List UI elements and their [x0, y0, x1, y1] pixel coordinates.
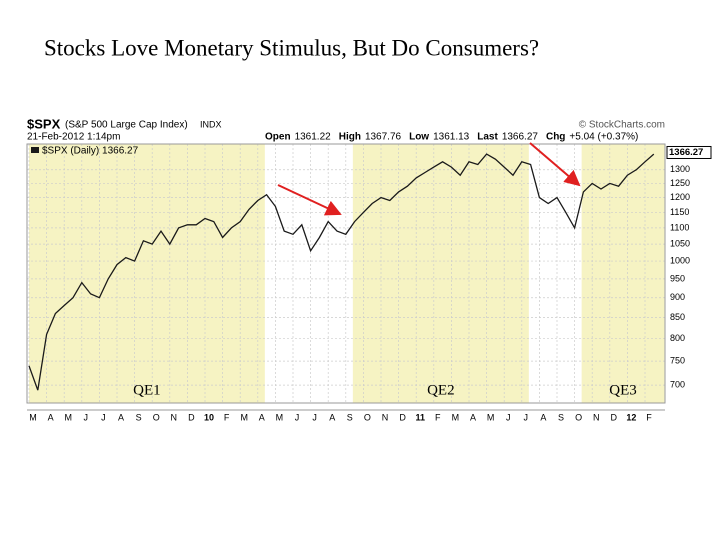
y-tick-label: 1250 — [670, 178, 690, 188]
legend: $SPX (Daily) 1366.27 — [42, 146, 139, 157]
x-tick-label: A — [259, 412, 265, 422]
y-tick-label: 1200 — [670, 192, 690, 202]
x-tick-label: J — [295, 412, 300, 422]
x-tick-label: 12 — [626, 412, 636, 422]
quote: Open 1361.22 High 1367.76 Low 1361.13 Last 1366… — [265, 132, 638, 143]
x-tick-label: F — [646, 412, 652, 422]
x-tick-label: A — [470, 412, 476, 422]
x-tick-label: O — [575, 412, 582, 422]
y-tick-label: 850 — [670, 312, 685, 322]
y-tick-label: 700 — [670, 380, 685, 390]
exchange: INDX — [200, 119, 222, 129]
qe-label: QE2 — [427, 382, 455, 398]
last-box — [666, 145, 712, 159]
quote-label: Low — [409, 132, 429, 143]
symbol: $SPX — [27, 116, 61, 131]
y-tick-label: 1050 — [670, 238, 690, 248]
x-tick-label: O — [364, 412, 371, 422]
quote-label: Open — [265, 132, 291, 143]
x-tick-label: M — [240, 412, 248, 422]
last-label: 1366.27 — [669, 147, 703, 158]
y-tick-label: 1000 — [670, 255, 690, 265]
price-line — [28, 153, 655, 391]
x-tick-label: F — [224, 412, 230, 422]
x-tick-label: S — [347, 412, 353, 422]
x-tick-label: M — [64, 412, 72, 422]
x-tick-label: J — [524, 412, 529, 422]
qe-label: QE1 — [133, 382, 161, 398]
x-tick-label: M — [29, 412, 37, 422]
x-tick-label: J — [312, 412, 317, 422]
y-tick-label: 1300 — [670, 164, 690, 174]
y-tick-label: 950 — [670, 273, 685, 283]
legend-swatch — [31, 147, 39, 153]
quote-value: 1367.76 — [365, 132, 402, 143]
x-tick-label: 10 — [204, 412, 214, 422]
x-tick-label: D — [399, 412, 406, 422]
x-tick-label: D — [611, 412, 618, 422]
quote-label: High — [339, 132, 361, 143]
quote-value: +5.04 (+0.37%) — [569, 132, 638, 143]
x-tick-label: J — [506, 412, 511, 422]
x-tick-label: J — [84, 412, 89, 422]
x-tick-label: A — [540, 412, 546, 422]
quote-value: 1361.13 — [433, 132, 470, 143]
arrow — [529, 142, 581, 187]
quote-value: 1366.27 — [502, 132, 539, 143]
index-name: (S&P 500 Large Cap Index) — [65, 120, 188, 131]
x-tick-label: F — [435, 412, 441, 422]
quote-label: Last — [477, 132, 498, 143]
quote-value: 1361.22 — [295, 132, 332, 143]
plot: 700 750 800 850 900 950 1000 1050 1100 1150 1200 12… — [26, 143, 712, 422]
x-tick-label: A — [48, 412, 54, 422]
x-tick-label: S — [136, 412, 142, 422]
source: © StockCharts.com — [579, 120, 665, 131]
x-tick-label: M — [452, 412, 460, 422]
qe-region — [352, 144, 529, 403]
quote-label: Chg — [546, 132, 565, 143]
x-tick-label: M — [487, 412, 495, 422]
timestamp: 21-Feb-2012 1:14pm — [27, 132, 120, 143]
x-tick-label: N — [171, 412, 178, 422]
y-tick-label: 900 — [670, 292, 685, 302]
x-tick-label: A — [329, 412, 335, 422]
qe-region — [29, 144, 265, 403]
x-tick-label: M — [276, 412, 284, 422]
x-tick-label: D — [188, 412, 195, 422]
plot-frame — [26, 143, 666, 404]
arrow — [277, 184, 342, 216]
slide-title: Stocks Love Monetary Stimulus, But Do Co… — [44, 35, 539, 60]
x-tick-label: 11 — [415, 412, 425, 422]
y-tick-label: 800 — [670, 333, 685, 343]
x-tick-label: A — [118, 412, 124, 422]
qe-region — [581, 144, 665, 403]
y-tick-label: 750 — [670, 356, 685, 366]
y-tick-label: 1100 — [670, 222, 689, 232]
x-tick-label: O — [153, 412, 160, 422]
x-tick-label: S — [558, 412, 564, 422]
qe-label: QE3 — [609, 382, 637, 398]
x-tick-label: J — [101, 412, 106, 422]
x-tick-label: N — [382, 412, 389, 422]
x-tick-label: N — [593, 412, 600, 422]
y-tick-label: 1150 — [670, 207, 689, 217]
